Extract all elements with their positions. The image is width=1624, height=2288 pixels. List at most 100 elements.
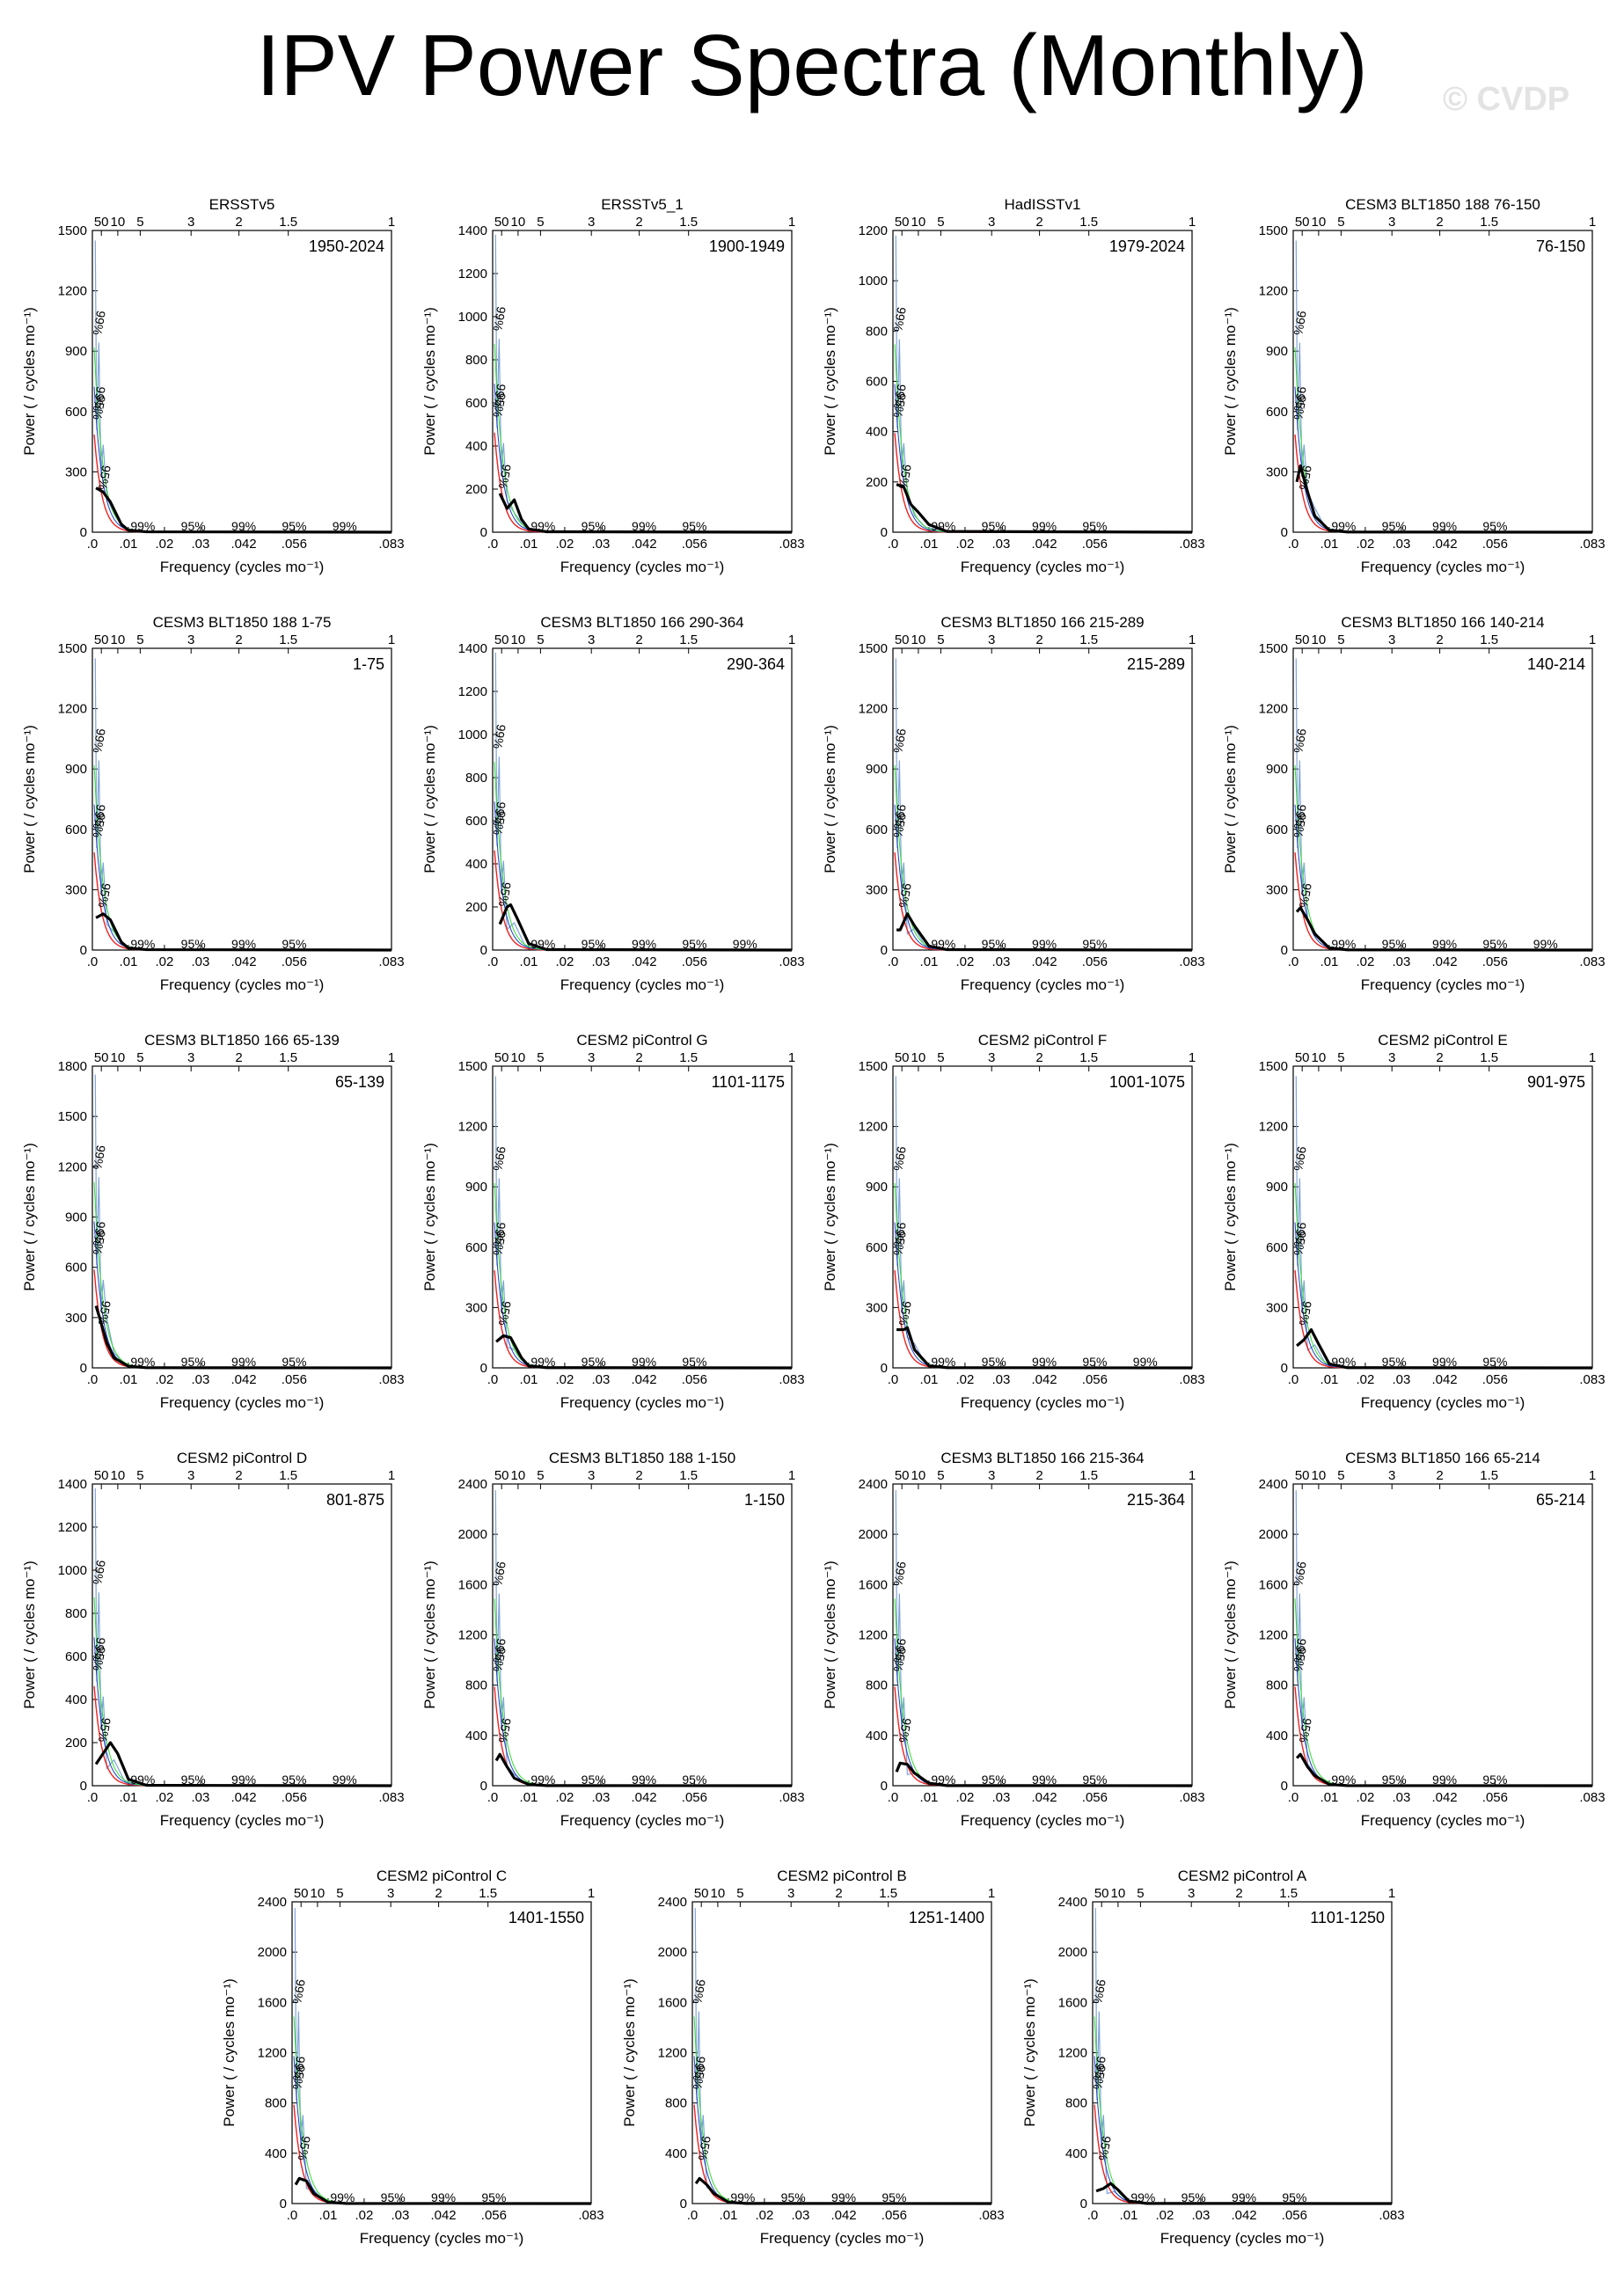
significance-label: 99% — [1331, 519, 1356, 533]
x-tick-label: .03 — [1392, 1372, 1410, 1387]
y-tick-label: 400 — [866, 1729, 888, 1743]
confidence-95-line — [93, 1221, 390, 1369]
significance-label: 99% — [130, 1355, 155, 1369]
x-tick-label: .01 — [319, 2208, 338, 2223]
y-tick-label: 1500 — [1259, 1059, 1288, 1074]
x-tick-label: .042 — [631, 537, 656, 552]
red-noise-line — [693, 2104, 990, 2204]
spectrum-line — [494, 1752, 793, 1787]
x-tick-label: .01 — [1120, 2208, 1138, 2223]
period-tick-label: 1 — [588, 1886, 595, 1901]
raw-spectrum-line — [895, 1490, 1193, 1787]
y-tick-label: 2000 — [1259, 1527, 1288, 1542]
period-tick-label: 2 — [635, 1468, 642, 1483]
x-tick-label: .0 — [687, 2208, 699, 2223]
significance-label: 99% — [891, 1637, 910, 1663]
period-label: 1-75 — [353, 655, 384, 673]
x-tick-label: .042 — [1431, 1790, 1457, 1805]
period-tick-label: 1 — [1189, 632, 1196, 647]
significance-label: 99% — [1432, 937, 1457, 951]
confidence-95-line — [93, 1637, 390, 1787]
period-tick-label: 1 — [1189, 215, 1196, 230]
significance-label: 95% — [91, 1645, 109, 1671]
x-tick-label: .01 — [520, 954, 538, 969]
y-tick-label: 900 — [65, 344, 87, 359]
red-noise-line — [894, 1269, 1190, 1369]
spectrum-panel: CESM2 piControl C50 10 5 3 2 1.5 1040080012001… — [221, 1868, 604, 2247]
period-tick-label: 5 — [537, 632, 544, 647]
significance-label: 95% — [496, 1717, 515, 1743]
significance-label: 99% — [1432, 1773, 1457, 1787]
spectrum-line — [896, 1326, 1193, 1370]
x-tick-label: .03 — [191, 1790, 209, 1805]
period-tick-label: 1.5 — [1079, 215, 1098, 230]
x-axis-label: Frequency (cycles mo⁻¹) — [360, 2230, 524, 2247]
significance-label: 99% — [1133, 1355, 1158, 1369]
y-tick-label: 800 — [65, 1606, 87, 1621]
y-tick-label: 1000 — [58, 1563, 87, 1578]
y-tick-label: 2000 — [1058, 1945, 1087, 1960]
x-tick-label: .03 — [991, 954, 1010, 969]
y-tick-label: 2400 — [658, 1895, 687, 1910]
x-tick-label: .02 — [555, 1790, 574, 1805]
period-tick-label: 1.5 — [679, 632, 698, 647]
raw-spectrum-line — [494, 1490, 793, 1787]
significance-label: 95% — [296, 2135, 314, 2161]
y-axis-label: Power ( / cycles mo⁻¹) — [421, 725, 438, 874]
y-tick-label: 900 — [866, 762, 888, 777]
y-tick-label: 600 — [1266, 822, 1288, 837]
significance-label: 95% — [582, 1355, 606, 1369]
x-tick-label: .042 — [230, 954, 256, 969]
confidence-95-line — [1294, 804, 1591, 951]
significance-label: 95% — [1082, 1773, 1107, 1787]
raw-spectrum-line — [1295, 1490, 1593, 1787]
y-tick-label: 400 — [265, 2146, 287, 2161]
period-label: 1001-1075 — [1109, 1073, 1185, 1091]
raw-spectrum-line — [494, 1076, 793, 1369]
period-tick-label: 1 — [1589, 215, 1596, 230]
spectrum-line — [1095, 2182, 1393, 2205]
significance-label: 99% — [491, 723, 509, 749]
y-axis-label: Power ( / cycles mo⁻¹) — [421, 307, 438, 456]
spectrum-line — [896, 483, 1193, 534]
x-tick-label: .042 — [1431, 1372, 1457, 1387]
panel-title: CESM3 BLT1850 188 76-150 — [1345, 196, 1540, 213]
x-tick-label: .02 — [555, 954, 574, 969]
x-tick-label: .083 — [1179, 954, 1204, 969]
period-label: 1900-1949 — [709, 238, 785, 255]
plot-frame — [892, 1065, 1193, 1369]
period-tick-label: 10 — [511, 1468, 526, 1483]
period-tick-label: 50 — [1295, 632, 1310, 647]
period-label: 1101-1175 — [712, 1073, 785, 1091]
significance-label: 95% — [891, 392, 910, 419]
y-tick-label: 600 — [465, 396, 487, 411]
y-tick-label: 2000 — [258, 1945, 287, 1960]
y-tick-label: 0 — [1080, 2197, 1087, 2211]
significance-label: 95% — [1082, 937, 1107, 951]
spectrum-panel: ERSSTv5_150 10 5 3 2 1.5 102004006008001000120… — [421, 196, 805, 575]
confidence-95-line — [494, 1638, 790, 1787]
x-tick-label: .02 — [1155, 2208, 1174, 2223]
significance-label: 95% — [1382, 1355, 1407, 1369]
y-tick-label: 800 — [866, 1678, 888, 1693]
significance-label: 99% — [891, 384, 910, 410]
significance-label: 95% — [181, 937, 206, 951]
period-tick-label: 1.5 — [1480, 215, 1498, 230]
significance-label: 99% — [1291, 1561, 1310, 1587]
period-tick-label: 3 — [187, 215, 194, 230]
significance-label: 95% — [96, 1716, 114, 1743]
significance-label: 99% — [1291, 1221, 1310, 1247]
period-tick-label: 2 — [1035, 1468, 1042, 1483]
period-tick-label: 1 — [788, 1050, 795, 1065]
confidence-95-line — [1294, 1222, 1591, 1369]
spectrum-line — [95, 912, 392, 952]
plot-frame — [1092, 1901, 1393, 2204]
y-tick-label: 600 — [1266, 1240, 1288, 1255]
raw-spectrum-line — [94, 1074, 392, 1369]
plot-frame — [91, 230, 392, 533]
period-tick-label: 5 — [336, 1886, 343, 1901]
y-tick-label: 1200 — [458, 684, 487, 699]
significance-label: 99% — [891, 803, 910, 830]
y-tick-label: 0 — [1281, 525, 1288, 540]
